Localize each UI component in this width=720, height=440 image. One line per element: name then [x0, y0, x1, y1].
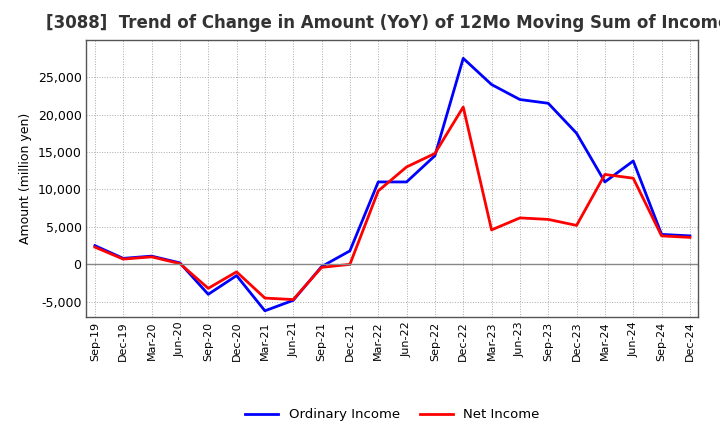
Ordinary Income [402, 180, 411, 185]
Net Income [374, 188, 382, 194]
Ordinary Income [487, 82, 496, 87]
Ordinary Income [289, 298, 297, 303]
Net Income [119, 257, 127, 262]
Ordinary Income [261, 308, 269, 313]
Ordinary Income [346, 248, 354, 253]
Line: Ordinary Income: Ordinary Income [95, 59, 690, 311]
Ordinary Income [233, 273, 241, 278]
Net Income [657, 233, 666, 238]
Ordinary Income [431, 153, 439, 158]
Ordinary Income [516, 97, 524, 102]
Ordinary Income [600, 180, 609, 185]
Ordinary Income [374, 180, 382, 185]
Net Income [289, 297, 297, 302]
Net Income [148, 254, 156, 260]
Net Income [572, 223, 581, 228]
Ordinary Income [176, 260, 184, 265]
Net Income [261, 295, 269, 301]
Y-axis label: Amount (million yen): Amount (million yen) [19, 113, 32, 244]
Ordinary Income [148, 253, 156, 259]
Net Income [544, 217, 552, 222]
Net Income [516, 215, 524, 220]
Net Income [346, 262, 354, 267]
Net Income [91, 245, 99, 250]
Line: Net Income: Net Income [95, 107, 690, 300]
Ordinary Income [204, 292, 212, 297]
Net Income [176, 261, 184, 266]
Ordinary Income [629, 158, 637, 164]
Ordinary Income [572, 131, 581, 136]
Ordinary Income [318, 264, 326, 269]
Title: [3088]  Trend of Change in Amount (YoY) of 12Mo Moving Sum of Incomes: [3088] Trend of Change in Amount (YoY) o… [46, 15, 720, 33]
Net Income [685, 235, 694, 240]
Net Income [204, 286, 212, 291]
Net Income [629, 176, 637, 181]
Net Income [233, 269, 241, 275]
Ordinary Income [119, 256, 127, 261]
Ordinary Income [544, 101, 552, 106]
Net Income [431, 151, 439, 156]
Net Income [318, 265, 326, 270]
Ordinary Income [657, 232, 666, 237]
Net Income [487, 227, 496, 232]
Net Income [459, 104, 467, 110]
Ordinary Income [459, 56, 467, 61]
Ordinary Income [91, 243, 99, 248]
Net Income [600, 172, 609, 177]
Legend: Ordinary Income, Net Income: Ordinary Income, Net Income [240, 403, 545, 427]
Ordinary Income [685, 233, 694, 238]
Net Income [402, 164, 411, 169]
